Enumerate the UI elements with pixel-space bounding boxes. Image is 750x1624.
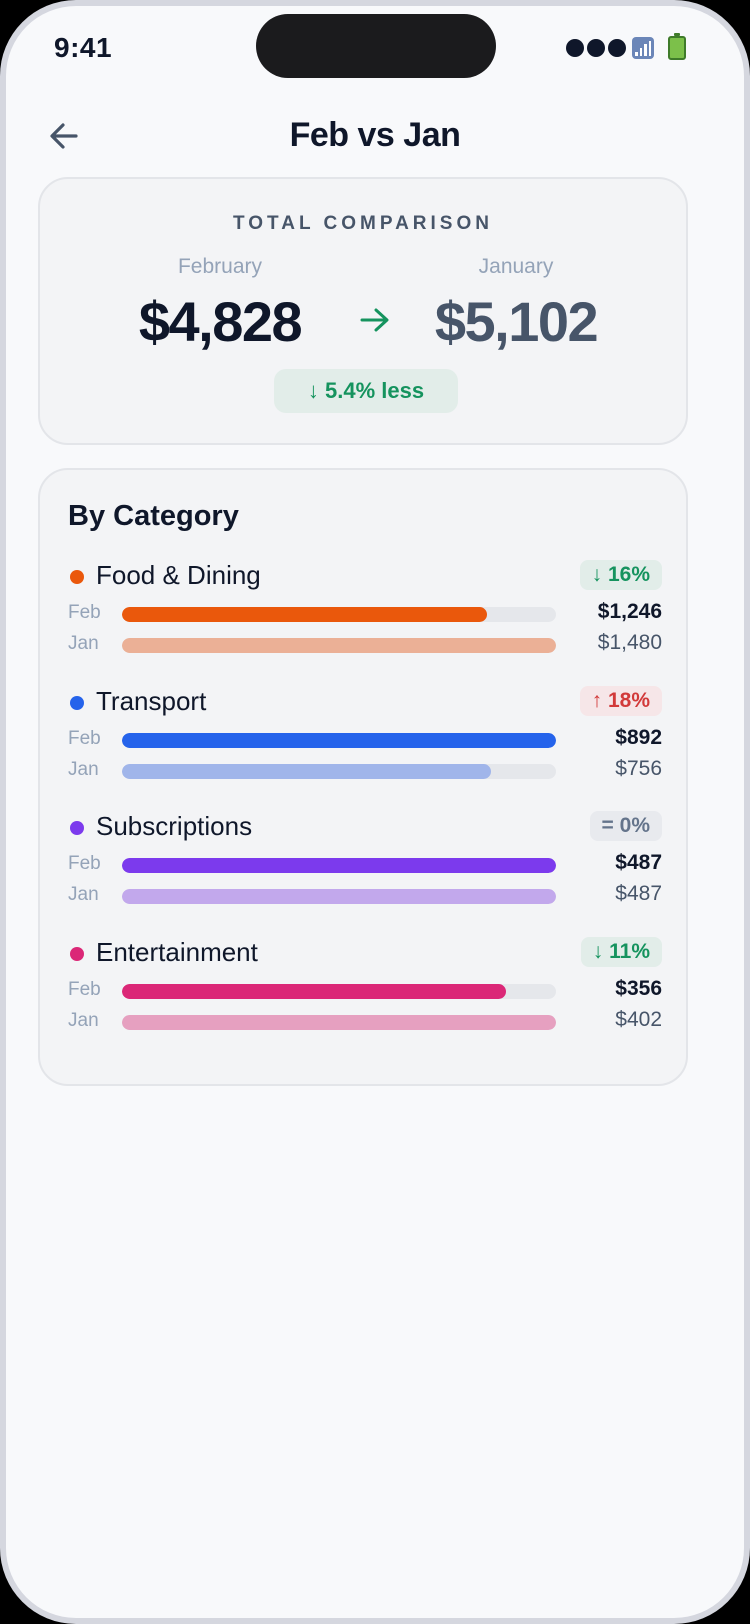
jan-bar-label: Jan — [68, 884, 99, 905]
jan-bar-label: Jan — [68, 633, 99, 654]
feb-bar-fill — [122, 607, 487, 622]
category-name: Entertainment — [96, 937, 258, 967]
current-month-label: February — [177, 255, 263, 278]
jan-bar-row: Jan $1,480 — [68, 631, 662, 657]
category-color-dot — [70, 696, 84, 710]
battery-icon — [668, 33, 686, 60]
feb-bar-label: Feb — [68, 853, 101, 874]
jan-bar-fill — [122, 1015, 556, 1030]
category-change-badge: ↓ 16% — [579, 560, 662, 590]
feb-bar-value: $892 — [615, 726, 662, 749]
status-time: 9:41 — [54, 32, 113, 63]
feb-bar-track — [122, 858, 556, 873]
total-delta-badge: ↓ 5.4% less — [274, 369, 458, 413]
category-name: Food & Dining — [96, 560, 261, 590]
jan-bar-fill — [122, 764, 491, 779]
jan-bar-label: Jan — [68, 759, 99, 780]
feb-bar-label: Feb — [68, 728, 101, 749]
jan-bar-fill — [122, 638, 556, 653]
feb-bar-fill — [122, 733, 556, 748]
jan-bar-track — [122, 638, 556, 653]
feb-bar-label: Feb — [68, 979, 101, 1000]
jan-bar-row: Jan $402 — [68, 1008, 662, 1034]
total-comparison-card: TOTAL COMPARISON February $4,828 January… — [38, 177, 688, 445]
jan-bar-value: $756 — [615, 757, 662, 780]
jan-bar-track — [122, 1015, 556, 1030]
category-change-badge: ↑ 18% — [579, 686, 662, 716]
feb-bar-value: $356 — [615, 977, 662, 1000]
arrow-right-icon — [360, 308, 389, 332]
wifi-icon — [632, 37, 654, 59]
category-color-dot — [70, 821, 84, 835]
previous-month-label: January — [478, 255, 554, 278]
category-transport[interactable]: Transport ↑ 18% Feb $892 Jan $756 — [40, 672, 690, 782]
category-subscriptions[interactable]: Subscriptions = 0% Feb $487 Jan $487 — [40, 797, 690, 907]
back-button[interactable] — [44, 116, 84, 156]
category-food-dining[interactable]: Food & Dining ↓ 16% Feb $1,246 Jan $1,48… — [40, 546, 690, 656]
category-color-dot — [70, 570, 84, 584]
feb-bar-row: Feb $356 — [68, 977, 662, 1003]
jan-bar-track — [122, 764, 556, 779]
current-month-amount: $4,828 — [138, 290, 303, 353]
category-color-dot — [70, 947, 84, 961]
feb-bar-value: $487 — [615, 851, 662, 874]
feb-bar-value: $1,246 — [597, 600, 662, 623]
feb-bar-fill — [122, 984, 507, 999]
page-title: Feb vs Jan — [289, 116, 461, 154]
jan-bar-row: Jan $487 — [68, 882, 662, 908]
feb-bar-fill — [122, 858, 556, 873]
feb-bar-track — [122, 984, 556, 999]
previous-month-column: January $5,102 — [386, 255, 646, 354]
signal-icon — [566, 39, 626, 57]
jan-bar-track — [122, 889, 556, 904]
jan-bar-label: Jan — [68, 1010, 99, 1031]
feb-bar-track — [122, 733, 556, 748]
previous-month-amount: $5,102 — [434, 290, 599, 353]
feb-bar-row: Feb $487 — [68, 851, 662, 877]
status-icons — [566, 33, 686, 60]
jan-bar-value: $1,480 — [597, 631, 662, 654]
feb-bar-row: Feb $1,246 — [68, 600, 662, 626]
category-name: Transport — [96, 686, 207, 716]
dynamic-island — [256, 14, 496, 78]
header: Feb vs Jan — [6, 106, 744, 166]
feb-bar-label: Feb — [68, 602, 101, 623]
category-change-badge: = 0% — [589, 811, 662, 841]
category-entertainment[interactable]: Entertainment ↓ 11% Feb $356 Jan $402 — [40, 923, 690, 1033]
jan-bar-value: $402 — [615, 1008, 662, 1031]
jan-bar-fill — [122, 889, 556, 904]
jan-bar-row: Jan $756 — [68, 757, 662, 783]
screen: 9:41 Feb vs Jan TOTAL COMPARISON Februar… — [6, 6, 744, 1618]
jan-bar-value: $487 — [615, 882, 662, 905]
total-comparison-heading: TOTAL COMPARISON — [233, 213, 493, 234]
current-month-column: February $4,828 — [90, 255, 350, 354]
category-change-badge: ↓ 11% — [580, 937, 662, 967]
feb-bar-track — [122, 607, 556, 622]
category-card: By Category Food & Dining ↓ 16% Feb $1,2… — [38, 468, 688, 1086]
category-name: Subscriptions — [96, 811, 253, 841]
arrow-left-icon — [50, 123, 78, 149]
feb-bar-row: Feb $892 — [68, 726, 662, 752]
category-heading: By Category — [68, 500, 239, 532]
